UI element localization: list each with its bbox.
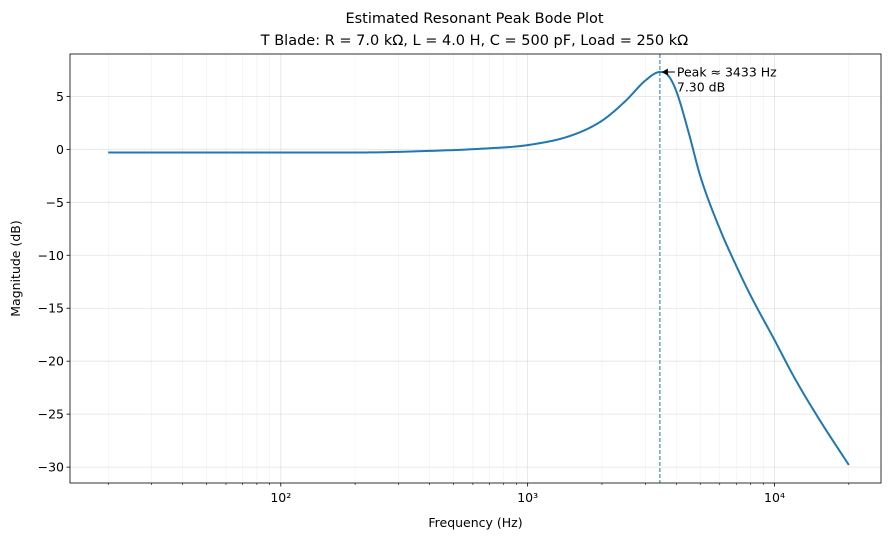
y-axis-ticks: −30 −25 −20 −15 −10 −5 0 5 <box>38 89 70 475</box>
chart-subtitle: T Blade: R = 7.0 kΩ, L = 4.0 H, C = 500 … <box>260 33 688 49</box>
x-tick-label: 10⁴ <box>764 490 785 505</box>
y-tick-label: 5 <box>56 89 64 104</box>
annotation-text-peak: Peak ≈ 3433 Hz <box>677 65 777 80</box>
y-tick-label: −20 <box>38 354 64 369</box>
chart-title: Estimated Resonant Peak Bode Plot <box>345 11 603 27</box>
grid-lines <box>70 54 881 483</box>
x-tick-label: 10³ <box>517 490 538 505</box>
y-tick-label: 0 <box>56 142 64 157</box>
x-axis-ticks: 10² 10³ 10⁴ <box>107 483 850 505</box>
y-tick-label: −5 <box>46 195 64 210</box>
plot-frame <box>69 53 882 484</box>
x-axis-label: Frequency (Hz) <box>428 515 522 530</box>
y-axis-label: Magnitude (dB) <box>8 220 23 316</box>
y-tick-label: −25 <box>38 407 64 422</box>
y-tick-label: −10 <box>38 248 64 263</box>
y-tick-label: −30 <box>38 460 64 475</box>
peak-annotation: Peak ≈ 3433 Hz7.30 dB <box>661 65 777 95</box>
annotation-text-db: 7.30 dB <box>677 80 725 95</box>
plot-area <box>108 54 850 483</box>
x-tick-label: 10² <box>270 490 291 505</box>
magnitude-curve <box>108 71 850 466</box>
y-tick-label: −15 <box>38 301 64 316</box>
annotation-arrowhead <box>661 68 668 76</box>
